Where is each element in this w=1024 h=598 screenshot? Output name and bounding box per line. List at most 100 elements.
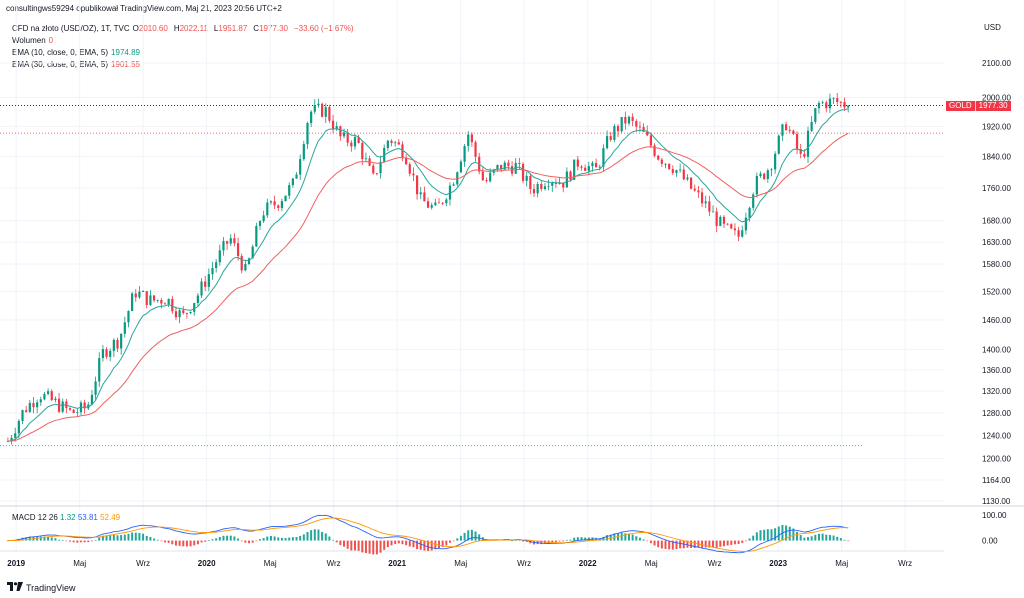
candle-body (624, 116, 627, 124)
candle-body (799, 148, 802, 154)
macd-histogram-bar (69, 540, 72, 542)
candle-body (211, 268, 214, 275)
candle-body (277, 205, 280, 208)
candle-body (726, 223, 729, 225)
macd-histogram-bar (368, 540, 371, 554)
macd-histogram-bar (653, 540, 656, 546)
candle-body (744, 217, 747, 231)
macd-histogram-bar (47, 536, 50, 541)
macd-histogram-bar (277, 537, 280, 541)
candle-body (748, 207, 751, 218)
macd-legend[interactable]: MACD 12 26 1.32 53.81 52.49 (12, 513, 120, 522)
candle-body (591, 162, 594, 167)
ema10-line (7, 108, 849, 442)
macd-histogram-bar (792, 528, 795, 541)
macd-histogram-bar (565, 539, 568, 541)
candle-body (310, 111, 313, 124)
candle-body (397, 142, 400, 145)
macd-histogram-bar (185, 540, 188, 547)
candle-body (532, 188, 536, 194)
macd-histogram-bar (671, 540, 674, 550)
candle-body (342, 132, 346, 137)
ema-lines (7, 108, 849, 442)
candle-body (320, 103, 324, 117)
macd-histogram-bar (375, 540, 378, 555)
candle-body (185, 313, 189, 314)
candle-body (412, 173, 415, 176)
candle-body (481, 171, 484, 181)
candle-body (755, 176, 758, 195)
macd-histogram-bar (101, 535, 104, 541)
macd-histogram-bar (112, 534, 115, 541)
macd-pane: 0.00 100.00 (6, 511, 1007, 555)
candle-body (233, 238, 236, 244)
macd-histogram-bar (142, 533, 145, 541)
macd-histogram-bar (160, 540, 163, 542)
ema10-legend[interactable]: EMA (10, close, 0, EMA, 5) 1974.89 (12, 48, 143, 57)
price-tick-label: 2000.00 (982, 93, 1011, 102)
ema30-legend[interactable]: EMA (30, close, 0, EMA, 5) 1901.55 (12, 60, 143, 69)
candle-body (372, 165, 375, 174)
symbol-name[interactable]: CFD na złoto (USD/OZ), 1T, TVC (12, 24, 130, 33)
candle-body (426, 201, 430, 208)
volume-legend[interactable]: Wolumen 0 (12, 36, 56, 45)
candle-body (733, 228, 737, 231)
candle-body (503, 162, 506, 170)
price-tick-label: 1760.00 (982, 184, 1011, 193)
macd-histogram-bar (522, 540, 525, 542)
macd-histogram-bar (408, 540, 411, 547)
candle-body (719, 216, 722, 226)
candle-body (711, 211, 715, 213)
candle-body (660, 159, 663, 164)
macd-histogram-bar (832, 535, 835, 541)
ohlc-change: −33.60 (−1.67%) (294, 24, 354, 33)
candle-body (565, 171, 568, 188)
macd-histogram-bar (511, 540, 514, 542)
macd-histogram-bar (262, 538, 265, 541)
candle-body (584, 167, 587, 171)
ohlc-high: H2022.11 (173, 24, 208, 33)
candle-body (138, 291, 141, 298)
macd-histogram-bar (576, 537, 579, 541)
macd-histogram-bar (807, 537, 810, 541)
price-tick-label: 1520.00 (982, 287, 1011, 296)
macd-histogram-bar (445, 540, 448, 546)
candle-body (160, 299, 163, 304)
tradingview-logo[interactable]: TradingView (7, 582, 76, 594)
macd-histogram-bar (273, 536, 276, 541)
candle-body (708, 201, 711, 212)
time-tick-label: Wrz (517, 559, 531, 568)
candle-body (605, 136, 609, 149)
macd-histogram-bar (196, 540, 199, 545)
candle-body (10, 437, 13, 442)
candle-body (825, 102, 828, 109)
macd-histogram-bar (54, 538, 57, 541)
macd-histogram-bar (364, 540, 367, 554)
macd-histogram-bar (153, 538, 156, 541)
candle-body (441, 202, 444, 204)
macd-histogram-bar (72, 540, 75, 543)
candle-body (262, 215, 265, 222)
candle-body (437, 202, 441, 204)
macd-histogram-bar (836, 536, 839, 541)
candle-body (109, 350, 112, 357)
candle-body (649, 135, 653, 146)
macd-histogram-bar (28, 536, 31, 541)
macd-histogram-bar (609, 534, 612, 541)
macd-line (7, 514, 849, 554)
candle-body (390, 140, 393, 143)
macd-histogram-bar (562, 540, 565, 542)
macd-histogram-bar (357, 540, 360, 551)
candle-body (222, 241, 225, 251)
macd-histogram-bar (39, 536, 42, 541)
macd-histogram-bar (280, 537, 283, 541)
macd-histogram-bar (817, 533, 820, 541)
candle-body (36, 402, 39, 408)
candle-body (653, 145, 656, 156)
candle-body (324, 107, 327, 117)
macd-histogram-bar (171, 540, 174, 545)
candle-body (54, 398, 57, 401)
candle-body (94, 381, 97, 395)
candle-body (806, 130, 810, 157)
